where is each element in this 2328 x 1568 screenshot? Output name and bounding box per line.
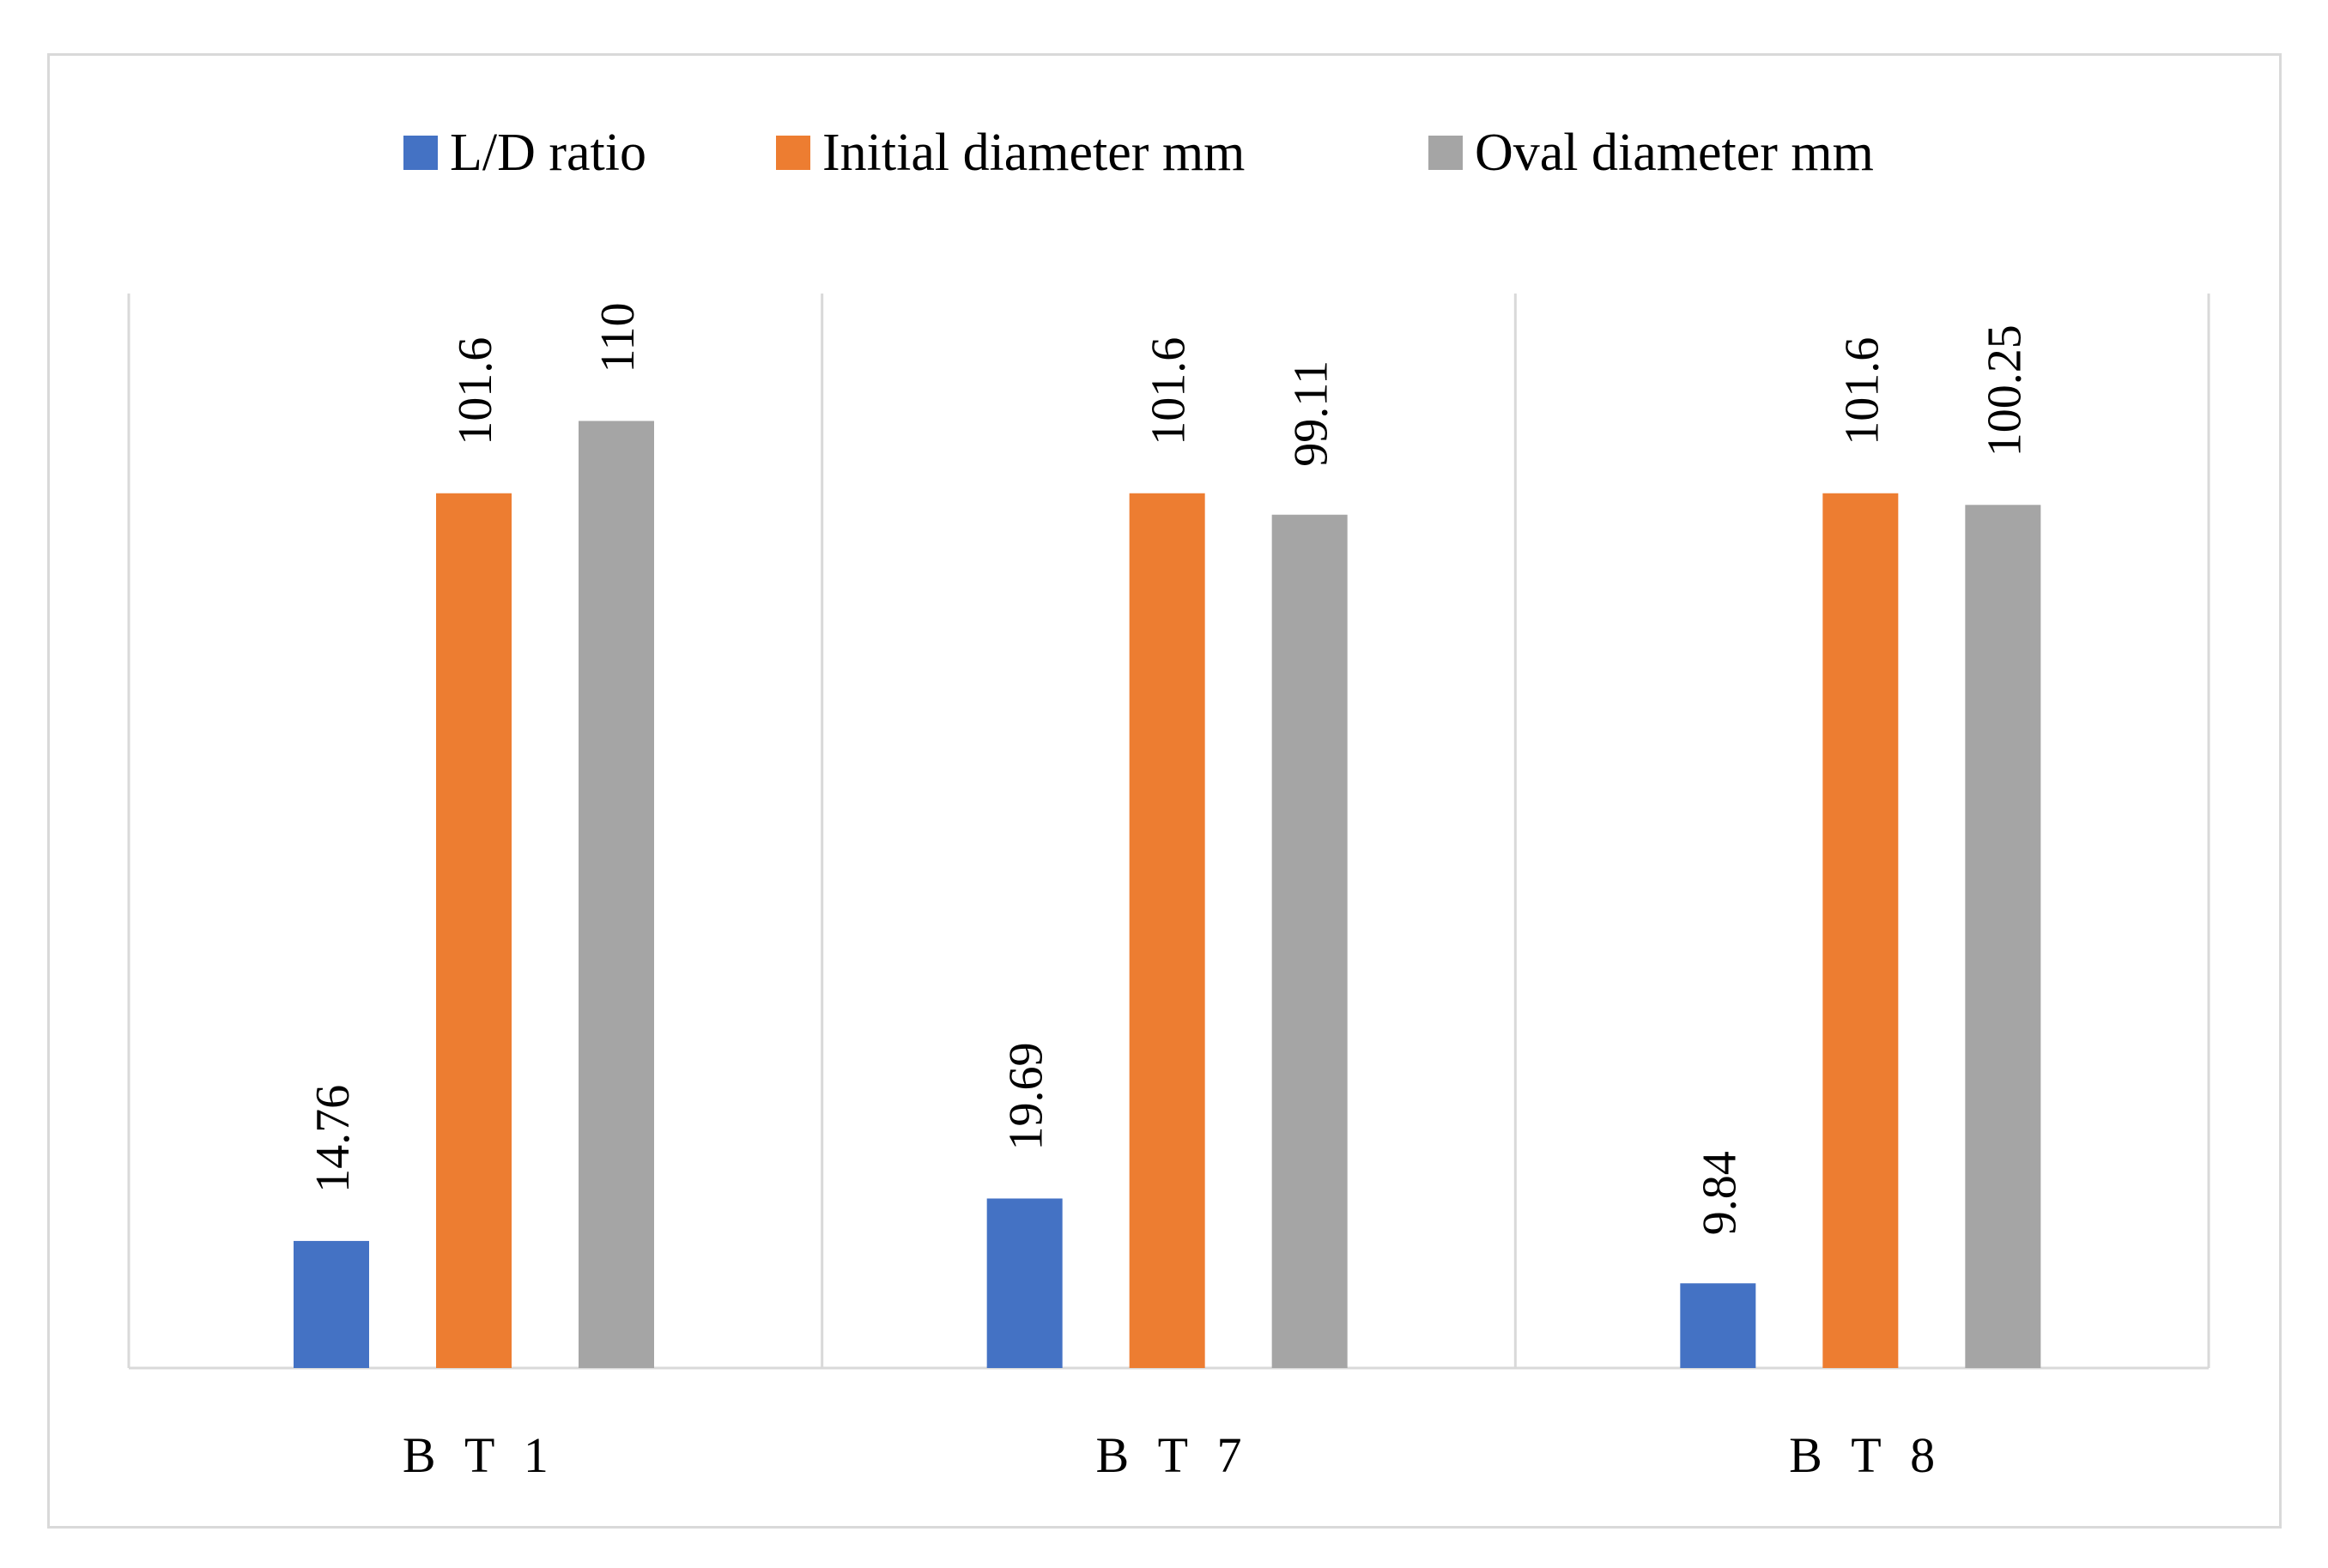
bar[interactable] xyxy=(986,1198,1063,1368)
data-label-layer: 14.76 101.6 110 19.69 101.6 99.11 9.84 101.6 100… xyxy=(306,303,2031,1236)
category-label-layer: B T 1 B T 7 B T 8 xyxy=(403,1427,1943,1483)
legend: L/D ratio Initial diameter mm Oval diame… xyxy=(403,124,1874,182)
data-label: 110 xyxy=(591,303,645,373)
legend-swatch-oval-diameter xyxy=(1428,136,1463,170)
data-label: 101.6 xyxy=(1835,337,1888,445)
bar[interactable] xyxy=(1680,1283,1756,1368)
legend-swatch-initial-diameter xyxy=(776,136,810,170)
legend-item-initial-diameter[interactable]: Initial diameter mm xyxy=(776,124,1245,182)
legend-label-oval-diameter: Oval diameter mm xyxy=(1475,124,1874,182)
bar[interactable] xyxy=(1129,493,1205,1368)
bar[interactable] xyxy=(436,493,512,1368)
bar-layer xyxy=(294,421,2041,1369)
legend-label-ld-ratio: L/D ratio xyxy=(450,124,646,182)
data-label: 9.84 xyxy=(1693,1151,1746,1235)
data-label: 14.76 xyxy=(306,1085,360,1193)
bar[interactable] xyxy=(1822,493,1899,1368)
legend-item-oval-diameter[interactable]: Oval diameter mm xyxy=(1428,124,1874,182)
category-label: B T 7 xyxy=(1095,1427,1250,1483)
data-label: 101.6 xyxy=(449,337,502,445)
bar[interactable] xyxy=(294,1240,369,1368)
data-label: 101.6 xyxy=(1143,337,1196,445)
category-label: B T 1 xyxy=(403,1427,557,1483)
bar[interactable] xyxy=(579,421,654,1369)
data-label: 99.11 xyxy=(1285,360,1338,467)
bar[interactable] xyxy=(1271,514,1348,1368)
data-label: 100.25 xyxy=(1978,324,2031,457)
legend-label-initial-diameter: Initial diameter mm xyxy=(822,124,1245,182)
legend-swatch-ld-ratio xyxy=(403,136,438,170)
legend-item-ld-ratio[interactable]: L/D ratio xyxy=(403,124,646,182)
category-label: B T 8 xyxy=(1789,1427,1943,1483)
bar[interactable] xyxy=(1965,505,2041,1368)
data-label: 19.69 xyxy=(1000,1042,1053,1150)
